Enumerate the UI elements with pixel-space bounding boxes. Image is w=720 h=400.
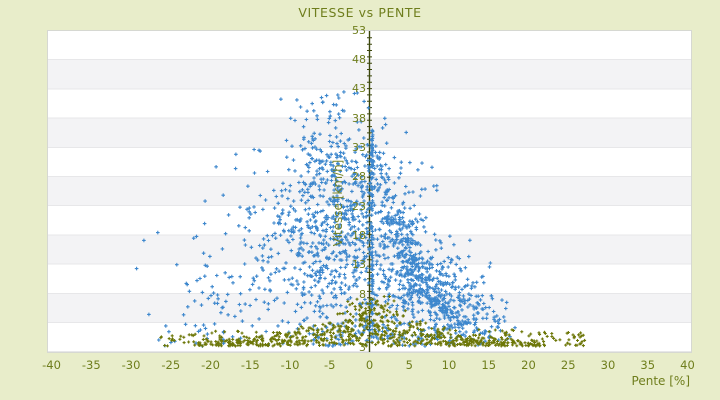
y-tick-label: 23 bbox=[352, 199, 366, 213]
x-axis-title: Pente [%] bbox=[631, 374, 690, 388]
x-tick-label: 30 bbox=[600, 358, 616, 372]
plot-area: 53 48 43 38 33 28 23 18 13 8 3 Vitesse [km/h] bbox=[47, 24, 692, 354]
y-tick-label: 28 bbox=[352, 170, 366, 184]
x-tick-label: -5 bbox=[324, 358, 336, 372]
series-points-olive bbox=[159, 295, 587, 348]
y-tick-label: 43 bbox=[352, 82, 366, 96]
y-tick-label: 53 bbox=[352, 23, 366, 37]
y-tick-label: 38 bbox=[352, 111, 366, 125]
y-tick-label: 13 bbox=[352, 258, 366, 272]
x-tick-label: -35 bbox=[81, 358, 101, 372]
y-tick-label: 33 bbox=[352, 140, 366, 154]
x-tick-label: 0 bbox=[365, 358, 374, 372]
series-points-blue bbox=[134, 90, 517, 348]
x-tick-label: 35 bbox=[640, 358, 656, 372]
x-tick-label: -15 bbox=[240, 358, 260, 372]
scatter-plot-svg bbox=[134, 31, 587, 352]
x-tick-label: -20 bbox=[201, 358, 220, 372]
y-axis-title: Vitesse [km/h] bbox=[331, 159, 345, 247]
x-tick-label: 5 bbox=[405, 358, 413, 372]
x-tick-label: 40 bbox=[680, 358, 695, 372]
x-tick-label: 20 bbox=[521, 358, 536, 372]
y-tick-label: 18 bbox=[352, 228, 366, 242]
x-tick-label: -30 bbox=[121, 358, 141, 372]
x-tick-label: -10 bbox=[280, 358, 300, 372]
x-tick-label: 15 bbox=[481, 358, 497, 372]
chart-title: VITESSE vs PENTE bbox=[298, 5, 422, 20]
y-tick-label: 8 bbox=[359, 287, 366, 301]
x-tick-label: 25 bbox=[560, 358, 576, 372]
x-tick-label: -25 bbox=[161, 358, 181, 372]
y-tick-label: 3 bbox=[359, 341, 366, 354]
y-tick-label: 48 bbox=[352, 52, 366, 66]
x-tick-label: -40 bbox=[42, 358, 61, 372]
x-tick-label: 10 bbox=[441, 358, 457, 372]
